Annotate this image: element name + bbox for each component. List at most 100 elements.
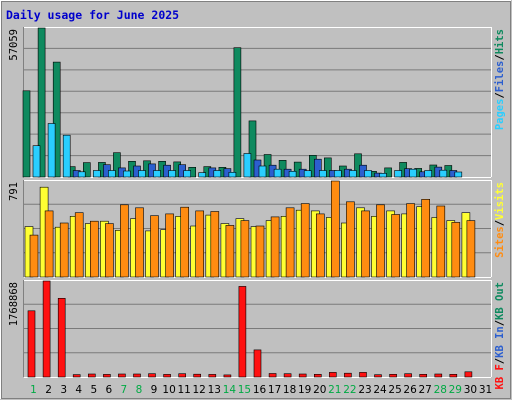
bar-top-pages-day-19 (303, 170, 312, 178)
x-label-day-21: 21 (328, 384, 341, 396)
bar-top-pages-day-18 (288, 171, 297, 178)
legend-bottom-item-3: / (494, 320, 506, 326)
bar-top-pages-day-11 (183, 170, 191, 178)
bar-middle-sites-day-8 (135, 207, 144, 278)
bar-bottom-kb-f-day-10 (163, 374, 171, 378)
panel-middle-legend: Sites/Visits (494, 182, 506, 258)
legend-middle-item-2: Visits (494, 182, 506, 220)
bar-top-hits-day-15 (233, 47, 242, 178)
x-label-day-19: 19 (298, 384, 311, 396)
bar-bottom-kb-f-day-29 (449, 373, 458, 378)
bar-top-hits-day-21 (323, 157, 332, 178)
panel-bottom-legend: KB F/KB In/KB Out (494, 282, 506, 390)
bar-bottom-kb-f-day-30 (464, 371, 473, 378)
x-label-day-17: 17 (268, 384, 281, 396)
x-label-day-26: 26 (403, 384, 417, 396)
bar-middle-sites-day-28 (436, 205, 446, 278)
bar-middle-sites-day-26 (406, 203, 415, 278)
bar-middle-sites-day-19 (300, 203, 310, 278)
legend-bottom-item-1: / (494, 358, 506, 364)
bar-top-pages-day-23 (364, 170, 372, 178)
bar-middle-sites-day-16 (255, 225, 265, 278)
x-label-day-8: 8 (136, 384, 143, 396)
x-label-day-14: 14 (223, 384, 237, 396)
bar-middle-sites-day-4 (74, 212, 84, 278)
bar-bottom-kb-f-day-28 (434, 373, 443, 378)
bar-bottom-kb-f-day-26 (404, 373, 412, 378)
bar-bottom-kb-f-day-3 (57, 297, 66, 378)
bar-bottom-kb-f-day-5 (88, 373, 96, 378)
x-label-day-2: 2 (45, 384, 52, 396)
bar-bottom-kb-f-day-7 (118, 373, 126, 378)
legend-top-item-2: Files (494, 61, 506, 93)
bar-middle-sites-day-17 (270, 216, 280, 278)
x-label-day-20: 20 (313, 384, 326, 396)
bar-middle-sites-day-24 (376, 204, 385, 278)
x-label-day-24: 24 (373, 384, 387, 396)
bar-top-hits-day-18 (278, 160, 287, 178)
x-label-day-10: 10 (162, 384, 175, 396)
panel-top-ymax-label: 57059 (8, 29, 20, 61)
bar-top-pages-day-13 (213, 170, 222, 178)
bar-middle-sites-day-10 (165, 213, 174, 278)
bar-bottom-kb-f-day-16 (253, 349, 262, 378)
legend-bottom-item-2: KB In (494, 326, 506, 358)
bar-middle-sites-day-30 (466, 220, 476, 278)
bar-top-pages-day-6 (108, 170, 116, 178)
x-label-day-16: 16 (253, 384, 267, 396)
bar-top-hits-day-2 (37, 27, 46, 178)
x-label-day-11: 11 (178, 384, 191, 396)
x-label-day-4: 4 (75, 384, 82, 396)
bar-top-hits-day-25 (384, 167, 392, 178)
bar-top-pages-day-25 (394, 170, 402, 178)
bar-top-pages-day-5 (93, 170, 101, 178)
bar-top-pages-day-10 (168, 170, 176, 178)
legend-top-item-0: Pages (494, 99, 506, 131)
x-label-day-6: 6 (106, 384, 113, 396)
bar-bottom-kb-f-day-15 (238, 286, 247, 378)
legend-bottom-item-0: KB F (494, 364, 506, 389)
bar-bottom-kb-f-day-4 (72, 374, 81, 378)
chart-panels: 57059Pages/Files/Hits791Sites/Visits1768… (8, 27, 506, 396)
bar-top-pages-day-2 (47, 123, 56, 178)
bar-bottom-kb-f-day-14 (223, 374, 232, 378)
bar-bottom-kb-f-day-19 (298, 373, 307, 378)
bar-bottom-kb-f-day-17 (268, 373, 277, 378)
bar-bottom-kb-f-day-12 (193, 373, 201, 378)
bar-middle-sites-day-9 (150, 215, 159, 278)
bar-middle-sites-day-2 (44, 210, 54, 278)
bar-bottom-kb-f-day-23 (359, 372, 367, 378)
x-label-day-18: 18 (283, 384, 296, 396)
x-label-day-28: 28 (434, 384, 447, 396)
panel-bottom-ymax-label: 1768868 (8, 282, 20, 326)
bar-middle-sites-day-12 (195, 210, 204, 278)
bar-top-hits-day-5 (83, 162, 91, 178)
bar-middle-sites-day-5 (90, 220, 99, 278)
bar-bottom-kb-f-day-11 (178, 373, 186, 378)
bar-top-pages-day-8 (138, 170, 146, 178)
legend-bottom-item-4: KB Out (494, 282, 506, 320)
bar-top-pages-day-9 (153, 170, 161, 178)
bar-bottom-kb-f-day-18 (283, 373, 292, 378)
bar-middle-sites-day-18 (285, 207, 295, 278)
bar-top-pages-day-28 (439, 169, 448, 178)
bar-top-pages-day-14 (228, 172, 237, 178)
bar-top-hits-day-7 (113, 152, 121, 178)
x-label-day-22: 22 (343, 384, 356, 396)
bar-top-pages-day-20 (318, 170, 327, 178)
bar-middle-sites-day-27 (421, 199, 431, 278)
bar-middle-sites-day-29 (451, 222, 461, 278)
bar-top-hits-day-16 (248, 120, 257, 178)
bar-bottom-kb-f-day-20 (313, 373, 322, 378)
bar-bottom-kb-f-day-27 (419, 373, 428, 378)
bar-top-hits-day-3 (52, 61, 61, 178)
x-label-day-9: 9 (151, 384, 158, 396)
bar-middle-sites-day-3 (59, 222, 69, 278)
x-label-day-3: 3 (60, 384, 67, 396)
panel-middle-ymax-label: 791 (8, 182, 20, 201)
bar-middle-sites-day-25 (391, 214, 400, 278)
bar-bottom-kb-f-day-13 (208, 374, 217, 378)
legend-top-item-1: / (494, 92, 506, 98)
